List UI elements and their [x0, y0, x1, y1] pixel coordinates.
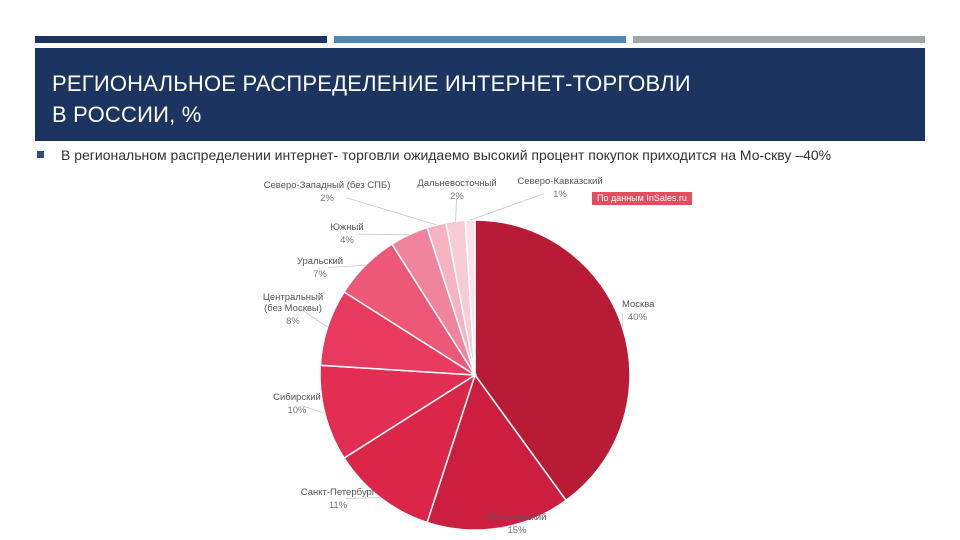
pie-label-3: Санкт-Петербург — [301, 487, 376, 498]
pie-leader-line-9 — [455, 195, 458, 222]
pie-value-label-4: 10% — [287, 405, 307, 416]
bullet-text: В региональном распределении интернет- т… — [61, 147, 832, 163]
slide-title-line-1: РЕГИОНАЛЬНОЕ РАСПРЕДЕЛЕНИЕ ИНТЕРНЕТ-ТОРГ… — [52, 71, 691, 96]
pie-value-label-9: 2% — [450, 191, 464, 202]
pie-value-label-2: 15% — [507, 525, 527, 536]
pie-leader-line-6 — [328, 265, 366, 268]
slide-title: РЕГИОНАЛЬНОЕ РАСПРЕДЕЛЕНИЕ ИНТЕРНЕТ-ТОРГ… — [52, 68, 812, 130]
title-band: РЕГИОНАЛЬНОЕ РАСПРЕДЕЛЕНИЕ ИНТЕРНЕТ-ТОРГ… — [35, 48, 925, 141]
decor-bar-mid-blue — [334, 36, 626, 43]
pie-value-label-7: 4% — [340, 235, 354, 246]
pie-label-2: Приволжский — [488, 512, 547, 523]
pie-value-label-8: 2% — [320, 193, 334, 204]
pie-leader-line-2 — [499, 524, 514, 529]
pie-label-9: Дальневосточный — [417, 178, 496, 189]
pie-leader-line-5 — [298, 307, 328, 328]
pie-value-label-5: 8% — [286, 316, 300, 327]
pie-leader-line-3 — [345, 497, 381, 500]
pie-label-5-line-1: Центральный — [263, 292, 323, 303]
bullet-item: В региональном распределении интернет- т… — [37, 145, 917, 165]
decor-bar-dark-blue — [35, 36, 327, 43]
pie-label-5-line-2: (без Москвы) — [264, 303, 322, 314]
pie-label-10: Северо-Кавказский — [517, 176, 602, 187]
pie-value-label-1: 40% — [628, 312, 648, 323]
square-bullet-icon — [37, 151, 44, 158]
pie-slice-1 — [474, 219, 631, 502]
pie-leader-line-7 — [358, 233, 410, 236]
pie-label-4: Сибирский — [273, 392, 321, 403]
pie-label-8: Северо-Западный (без СПБ) — [264, 180, 391, 191]
pie-label-7: Южный — [330, 222, 363, 233]
decor-bar-gray — [633, 36, 925, 43]
pie-slice-3 — [343, 373, 477, 524]
pie-label-6: Уральский — [297, 256, 343, 267]
pie-value-label-3: 11% — [329, 500, 348, 511]
pie-leader-line-8 — [346, 197, 437, 226]
pie-leader-line-10 — [469, 193, 544, 221]
pie-value-label-6: 7% — [313, 269, 327, 280]
top-decor-bars — [35, 36, 925, 43]
pie-value-label-10: 1% — [553, 189, 567, 200]
slide-title-line-2: В РОССИИ, % — [52, 102, 202, 127]
pie-leader-line-4 — [301, 405, 326, 414]
pie-label-1: Москва — [622, 299, 655, 310]
source-badge: По данным InSales.ru — [592, 192, 692, 205]
